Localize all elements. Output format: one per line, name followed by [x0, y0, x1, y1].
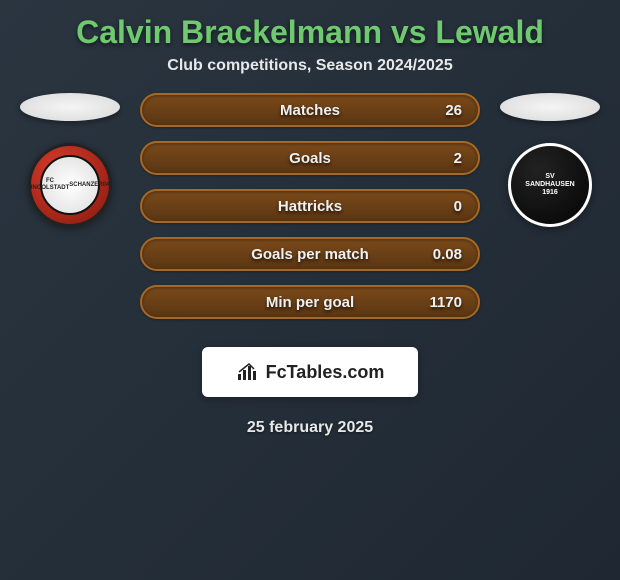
stat-value: 0.08: [433, 246, 462, 263]
source-badge[interactable]: FcTables.com: [202, 347, 418, 397]
stat-value: 0: [454, 198, 462, 215]
left-team-year: 04: [103, 182, 110, 189]
stat-bar-matches: Matches 26: [140, 93, 480, 127]
left-oval-placeholder: [20, 93, 120, 121]
right-team-short: SV: [545, 173, 554, 180]
page-title: Calvin Brackelmann vs Lewald: [0, 0, 620, 57]
badge-text: FcTables.com: [266, 362, 385, 383]
right-team-sub: SANDHAUSEN: [525, 181, 574, 188]
left-team-logo: FC INGOLSTADT SCHANZER 04: [28, 143, 112, 227]
stats-bars: Matches 26 Goals 2 Hattricks 0 Goals per…: [140, 93, 480, 319]
stat-label: Matches: [142, 102, 478, 119]
right-team-year: 1916: [542, 189, 558, 196]
stat-bar-goals: Goals 2: [140, 141, 480, 175]
stat-bar-hattricks: Hattricks 0: [140, 189, 480, 223]
right-team-logo-text: SV SANDHAUSEN 1916: [525, 173, 574, 196]
stat-value: 26: [445, 102, 462, 119]
stat-value: 1170: [429, 294, 462, 311]
comparison-row: FC INGOLSTADT SCHANZER 04 Matches 26 Goa…: [0, 93, 620, 319]
stat-value: 2: [454, 150, 462, 167]
date-text: 25 february 2025: [0, 397, 620, 437]
subtitle: Club competitions, Season 2024/2025: [0, 57, 620, 93]
right-team-logo: SV SANDHAUSEN 1916: [508, 143, 592, 227]
chart-icon: [236, 362, 260, 382]
stat-label: Hattricks: [142, 198, 478, 215]
stat-label: Goals: [142, 150, 478, 167]
stat-bar-goals-per-match: Goals per match 0.08: [140, 237, 480, 271]
left-team-logo-text: FC INGOLSTADT SCHANZER 04: [40, 155, 100, 215]
left-team-short: FC INGOLSTADT: [31, 178, 70, 191]
left-column: FC INGOLSTADT SCHANZER 04: [20, 93, 120, 227]
right-oval-placeholder: [500, 93, 600, 121]
left-team-sub: SCHANZER: [69, 182, 102, 189]
stat-bar-min-per-goal: Min per goal 1170: [140, 285, 480, 319]
stat-label: Goals per match: [142, 246, 478, 263]
stat-label: Min per goal: [142, 294, 478, 311]
right-column: SV SANDHAUSEN 1916: [500, 93, 600, 227]
